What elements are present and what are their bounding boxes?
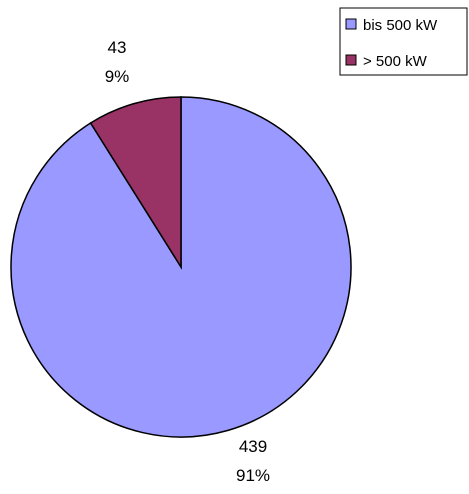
pie-slice-1 [89, 96, 182, 270]
legend-frame [339, 7, 468, 76]
data-label-value-0: 439 [239, 437, 267, 456]
pie-slices [10, 96, 352, 438]
pie-slice-0 [10, 96, 352, 438]
data-label-percent-1: 9% [105, 67, 130, 86]
legend-swatch-over-500 [345, 54, 357, 66]
legend-label-bis-500: bis 500 kW [363, 17, 438, 34]
data-label-value-1: 43 [108, 38, 127, 57]
legend: bis 500 kW > 500 kW [339, 7, 468, 76]
data-labels: 439 91% 43 9% [105, 38, 270, 485]
data-label-percent-0: 91% [236, 466, 270, 485]
legend-label-over-500: > 500 kW [363, 53, 428, 70]
legend-swatch-bis-500 [345, 18, 357, 30]
